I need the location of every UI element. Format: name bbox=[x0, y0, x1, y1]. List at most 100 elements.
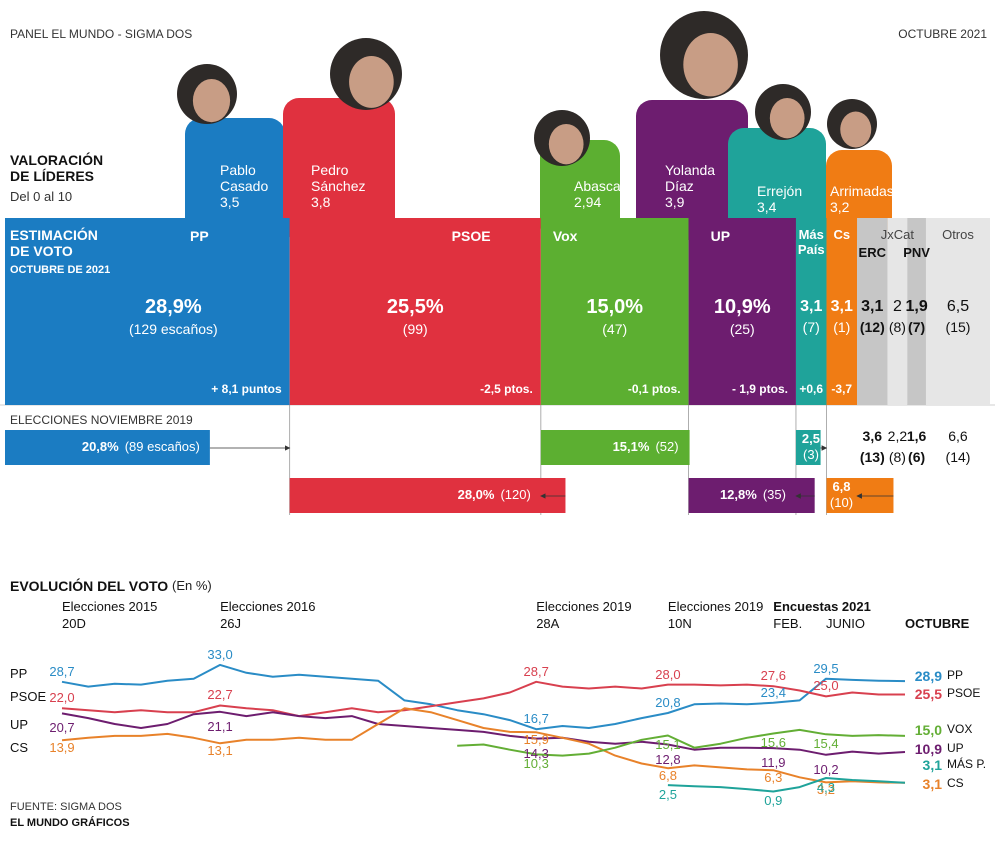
value-label: 28,7 bbox=[49, 663, 75, 679]
leaders-title: VALORACIÓN DE LÍDERES bbox=[10, 152, 104, 185]
value-label: 6,3 bbox=[764, 770, 783, 786]
value-label: 20,8 bbox=[655, 694, 681, 710]
value-label: 4,3 bbox=[816, 780, 836, 796]
previous-seats: (14) bbox=[945, 449, 971, 465]
end-value-label: 25,5 bbox=[914, 686, 942, 702]
previous-value: 3,6 bbox=[862, 428, 883, 444]
series-name: UP bbox=[10, 717, 29, 732]
vote-change: + 8,1 puntos bbox=[211, 382, 282, 396]
previous-value: 15,1% bbox=[612, 439, 650, 454]
leader-rating: 2,94 bbox=[574, 194, 602, 211]
party-name: JxCat bbox=[880, 227, 915, 242]
value-label: 3,2 bbox=[816, 782, 836, 798]
legend-label: CS bbox=[947, 776, 964, 790]
previous-value: 28,0% bbox=[457, 487, 495, 502]
vote-change: -0,1 ptos. bbox=[627, 382, 681, 396]
previous-seats: (3) bbox=[803, 447, 819, 462]
leader-rating: 3,4 bbox=[757, 199, 777, 216]
end-value-label: 10,9 bbox=[914, 741, 942, 757]
vote-value: 2 bbox=[892, 298, 902, 315]
legend-label: PP bbox=[947, 668, 964, 682]
previous-value: 1,6 bbox=[906, 428, 927, 444]
vote-seats: (25) bbox=[729, 321, 755, 337]
previous-bar bbox=[289, 478, 566, 513]
party-name: Más País bbox=[797, 227, 825, 257]
value-label: 2,5 bbox=[658, 787, 677, 803]
vote-bar bbox=[925, 218, 990, 405]
series-line bbox=[61, 680, 905, 718]
x-tick-label: 26J bbox=[220, 616, 242, 631]
value-label: 10,2 bbox=[813, 761, 839, 777]
x-group-label: Elecciones 2015 bbox=[62, 599, 158, 614]
value-label: 12,8 bbox=[655, 751, 681, 767]
series-line bbox=[457, 728, 906, 757]
value-label: 13,1 bbox=[207, 743, 233, 759]
vote-value: 28,9% bbox=[144, 296, 202, 318]
leader-rating: 3,9 bbox=[665, 194, 685, 211]
value-label: 0,9 bbox=[764, 793, 783, 809]
header-date: OCTUBRE 2021 bbox=[898, 27, 987, 41]
previous-seats: (10) bbox=[829, 495, 854, 510]
party-name: Vox bbox=[552, 228, 578, 244]
previous-value: 2,2 bbox=[887, 428, 908, 444]
previous-seats: (52) bbox=[655, 439, 679, 454]
leader-face bbox=[548, 124, 584, 165]
value-label: 10,3 bbox=[523, 756, 549, 772]
previous-value: 20,8% bbox=[81, 439, 119, 454]
series-line bbox=[61, 707, 906, 784]
leader-panel bbox=[283, 98, 395, 240]
vote-bar bbox=[857, 218, 888, 405]
previous-seats: (6) bbox=[908, 449, 926, 465]
legend-label: VOX bbox=[947, 722, 973, 736]
leader-face bbox=[840, 111, 872, 148]
vote-value: 3,1 bbox=[800, 298, 823, 315]
leader-label: Pablo Casado 3,5 bbox=[220, 162, 288, 210]
vote-value: 3,1 bbox=[830, 298, 853, 315]
value-label: 23,4 bbox=[760, 684, 786, 700]
series-line bbox=[61, 663, 906, 731]
previous-seats: (89 escaños) bbox=[124, 439, 200, 454]
vote-bar bbox=[907, 218, 926, 405]
vote-bar bbox=[826, 218, 858, 405]
value-label: 25,0 bbox=[813, 678, 839, 694]
chart-subtitle: OCTUBRE DE 2021 bbox=[10, 264, 111, 276]
end-value-label: 3,1 bbox=[922, 776, 942, 792]
value-label: 13,9 bbox=[49, 740, 75, 756]
value-label: 14,3 bbox=[523, 745, 549, 761]
leader-label: Yolanda Díaz 3,9 bbox=[665, 162, 733, 210]
vote-bar bbox=[5, 218, 290, 405]
party-name: Cs bbox=[833, 227, 851, 242]
vote-change: -3,7 bbox=[831, 382, 853, 396]
vote-bar bbox=[795, 218, 827, 405]
vote-seats: (129 escaños) bbox=[128, 321, 218, 337]
line-title: EVOLUCIÓN DEL VOTO bbox=[10, 578, 169, 594]
vote-seats: (12) bbox=[859, 319, 885, 335]
value-label: 16,7 bbox=[523, 711, 549, 727]
footer-source: FUENTE: SIGMA DOS bbox=[10, 801, 122, 813]
end-value-label: 28,9 bbox=[914, 668, 942, 684]
value-label: 28,7 bbox=[523, 663, 549, 679]
x-tick-label: 28A bbox=[536, 616, 560, 631]
vote-value: 1,9 bbox=[905, 298, 928, 315]
vote-change: -2,5 ptos. bbox=[480, 382, 533, 396]
value-label: 15,1 bbox=[655, 737, 681, 753]
end-value-label: 15,0 bbox=[914, 722, 942, 738]
series-line bbox=[61, 710, 906, 756]
series-name: PSOE bbox=[10, 689, 47, 704]
party-name: ERC bbox=[858, 245, 886, 260]
leader-name: Errejón bbox=[757, 183, 803, 199]
leader-panel bbox=[728, 128, 826, 240]
vote-change: - 1,9 ptos. bbox=[731, 382, 788, 396]
vote-bar bbox=[887, 218, 908, 405]
leader-face bbox=[683, 33, 738, 97]
previous-bar bbox=[688, 478, 815, 513]
previous-value: 6,8 bbox=[832, 479, 851, 494]
x-tick-label: 20D bbox=[62, 616, 86, 631]
end-value-label: 3,1 bbox=[922, 757, 942, 773]
vote-bar bbox=[540, 218, 689, 405]
previous-label: 28,0% (120) bbox=[457, 487, 531, 503]
value-label: 15,9 bbox=[523, 732, 549, 748]
leader-rating: 3,8 bbox=[311, 194, 331, 211]
